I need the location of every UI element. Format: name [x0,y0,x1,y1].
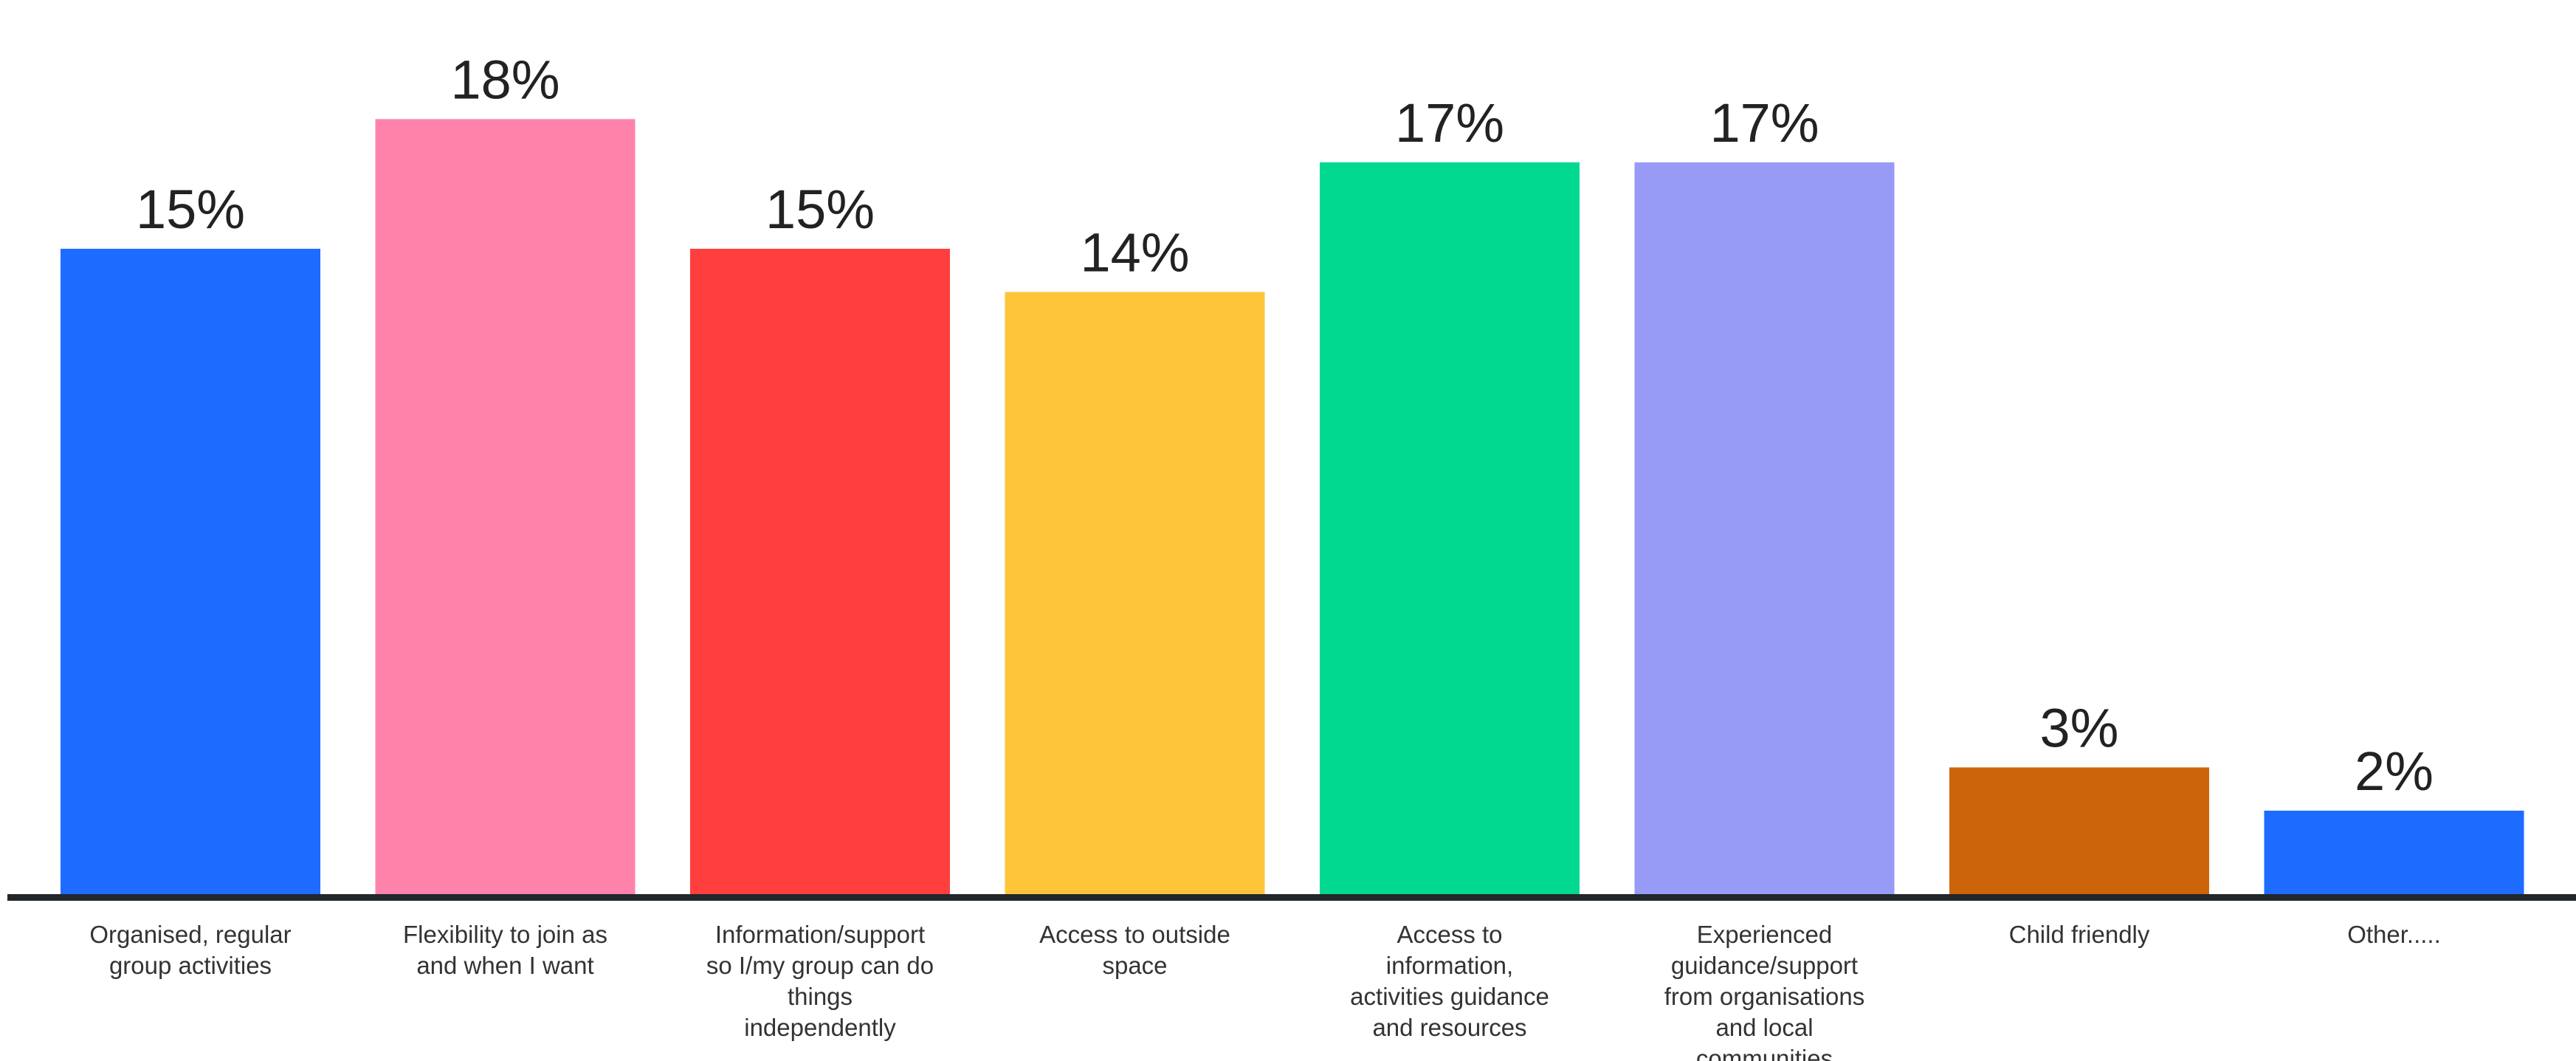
bar [61,248,320,898]
category-label-line: communities [1696,1045,1833,1061]
bar [1320,162,1580,897]
category-label-line: guidance/support [1671,952,1858,979]
category-label: Organised, regular group activities [89,921,291,979]
category-label: Access to outside space [1039,921,1230,979]
category-label-line: Experienced [1697,921,1832,948]
category-label-line: Child friendly [2009,921,2150,948]
category-label-line: and local [1715,1014,1813,1041]
category-label-line: so I/my group can do [706,952,934,979]
data-label: 17% [1709,92,1819,154]
category-label: Experienced guidance/support from organisa… [1664,921,1864,1061]
category-label-line: group activities [109,952,272,979]
category-label: Information/support so I/my group can do t… [706,921,934,1041]
data-label: 17% [1395,92,1504,154]
category-label-line: activities guidance [1350,983,1549,1010]
category-label: Child friendly [2009,921,2150,948]
category-label-line: Access to [1397,921,1502,948]
bar [375,119,636,897]
category-label-line: Organised, regular [89,921,291,948]
data-label: 14% [1080,222,1189,283]
category-label-line: Access to outside [1039,921,1230,948]
data-label: 15% [136,179,245,240]
category-label-line: and when I want [416,952,593,979]
category-label-line: Information/support [715,921,925,948]
category-label-line: and resources [1372,1014,1526,1041]
category-label: Access to information, activities guidance… [1350,921,1549,1041]
category-label: Flexibility to join as and when I want [403,921,607,979]
category-label-line: things [788,983,853,1010]
bar [1634,162,1895,897]
bar [690,248,950,898]
category-label: Other..... [2347,921,2441,948]
data-label: 15% [765,179,875,240]
bar [2264,810,2524,897]
x-axis-line [7,894,2576,901]
bar [1005,292,1265,897]
data-label: 18% [450,49,559,110]
category-label-line: independently [744,1014,896,1041]
category-label-line: Other..... [2347,921,2441,948]
data-label: 2% [2355,741,2434,802]
category-label-line: information, [1386,952,1513,979]
category-label-line: from organisations [1664,983,1864,1010]
bar [1949,767,2209,897]
data-label: 3% [2040,697,2119,758]
category-label-line: Flexibility to join as [403,921,607,948]
category-label-line: space [1102,952,1167,979]
